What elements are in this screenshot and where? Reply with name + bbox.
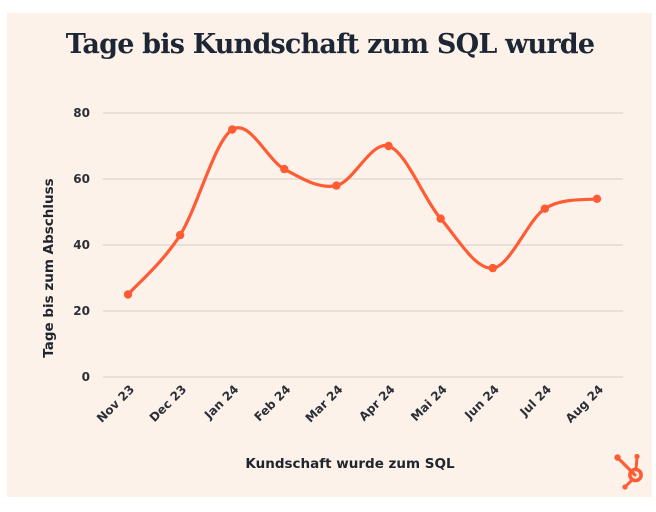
data-point [488, 263, 497, 273]
x-tick-label: Aug 24 [563, 382, 606, 425]
data-point [175, 230, 185, 240]
data-point [280, 164, 289, 174]
x-tick-label: Jan 24 [201, 382, 241, 422]
data-point [592, 194, 602, 203]
hubspot-sprocket-icon [614, 453, 643, 490]
series-line [126, 126, 599, 297]
y-tick-label: 0 [82, 370, 90, 384]
data-point [436, 214, 445, 223]
x-axis-ticks: Nov 23 Dec 23 Jan 24 Feb 24 Mar 24 Apr 24 Mai … [94, 382, 606, 425]
x-axis-title: Kundschaft wurde zum SQL [245, 456, 455, 472]
y-tick-label: 60 [73, 172, 90, 186]
x-tick-label: Jul 24 [517, 382, 554, 419]
x-tick-label: Mai 24 [408, 382, 450, 424]
data-point [228, 125, 237, 134]
y-axis-ticks: 0 20 40 60 80 [73, 106, 90, 384]
x-tick-label: Nov 23 [94, 382, 137, 425]
y-tick-label: 40 [73, 238, 90, 252]
series-markers [123, 125, 602, 299]
x-tick-label: Jun 24 [461, 382, 502, 423]
data-point [123, 290, 133, 299]
y-axis-title: Tage bis zum Abschluss [41, 178, 57, 357]
data-point [332, 181, 341, 190]
x-tick-label: Mar 24 [303, 382, 346, 425]
chart-title: Tage bis Kundschaft zum SQL wurde [65, 29, 595, 60]
data-point [540, 204, 550, 213]
x-tick-label: Dec 23 [147, 382, 189, 424]
gridlines [103, 112, 623, 378]
data-point [384, 141, 393, 151]
y-tick-label: 20 [73, 304, 90, 318]
chart-card [7, 13, 652, 497]
x-tick-label: Feb 24 [252, 382, 294, 424]
y-tick-label: 80 [73, 106, 90, 120]
x-tick-label: Apr 24 [356, 382, 397, 423]
